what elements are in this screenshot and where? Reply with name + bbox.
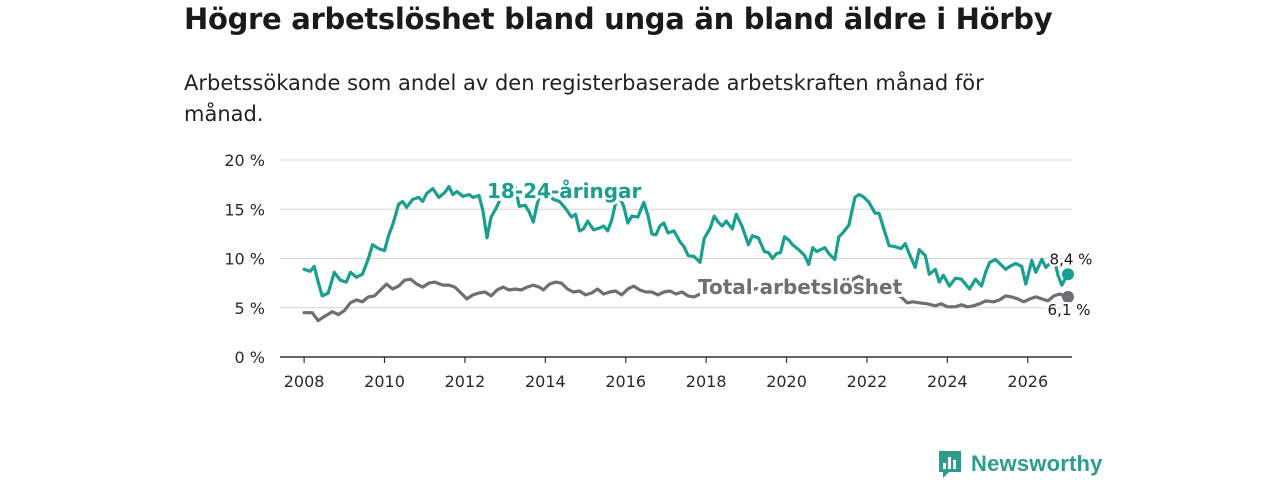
youth-series-line	[302, 183, 1070, 298]
x-tick-label: 2010	[364, 372, 405, 391]
x-tick-label: 2024	[927, 372, 968, 391]
youth-end-label: 8,4 %	[1050, 250, 1093, 268]
x-tick-label: 2022	[847, 372, 888, 391]
x-tick-label: 2008	[284, 372, 325, 391]
y-tick-label: 0 %	[235, 348, 265, 367]
x-tick-label: 2020	[766, 372, 807, 391]
x-tick-label: 2018	[686, 372, 727, 391]
x-tick-label: 2014	[525, 372, 566, 391]
x-tick-label: 2012	[445, 372, 486, 391]
newsworthy-chart-icon	[939, 451, 961, 478]
y-tick-label: 10 %	[224, 250, 265, 269]
total-end-point	[1061, 290, 1074, 303]
total-series-label: Total arbetslöshet	[698, 275, 903, 299]
x-tick-label: 2026	[1007, 372, 1048, 391]
y-tick-label: 15 %	[224, 200, 265, 219]
chart-title: Högre arbetslöshet bland unga än bland ä…	[184, 2, 1053, 36]
newsworthy-logo: Newsworthy	[937, 449, 1103, 479]
youth-end-point	[1061, 268, 1074, 281]
chart-subtitle: Arbetssökande som andel av den registerb…	[184, 71, 984, 126]
youth-series-label: 18-24-åringar	[487, 179, 642, 203]
y-tick-label: 5 %	[235, 299, 265, 318]
total-series-line	[302, 274, 1070, 323]
x-tick-label: 2016	[605, 372, 646, 391]
total-end-label: 6,1 %	[1048, 301, 1091, 319]
brand-name: Newsworthy	[971, 451, 1103, 476]
y-tick-label: 20 %	[224, 151, 265, 170]
